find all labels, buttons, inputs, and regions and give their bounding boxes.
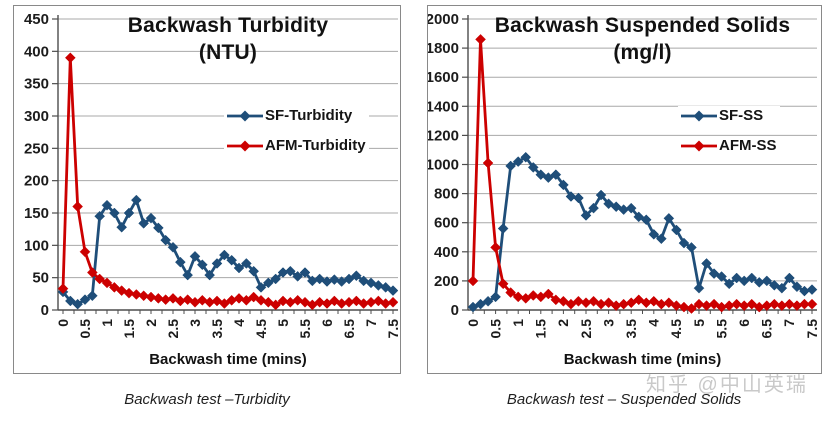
legend-item: SF-Turbidity bbox=[224, 106, 369, 125]
x-tick-label: 7 bbox=[363, 319, 379, 327]
turbidity-legend: SF-Turbidity AFM-Turbidity bbox=[224, 106, 369, 155]
data-point-markers bbox=[57, 194, 398, 310]
y-tick-label: 2000 bbox=[428, 11, 459, 28]
caption-suspended-solids: Backwash test – Suspended Solids bbox=[506, 391, 742, 408]
y-tick-label: 450 bbox=[24, 11, 49, 28]
series-line bbox=[471, 38, 812, 310]
x-tick-label: 6 bbox=[319, 319, 335, 327]
turbidity-title-line2: (NTU) bbox=[198, 41, 258, 64]
y-tick-label: 1600 bbox=[428, 69, 459, 86]
x-tick-label: 7 bbox=[781, 319, 797, 327]
x-tick-label: 0 bbox=[55, 319, 71, 327]
x-tick-label: 0.5 bbox=[487, 319, 503, 339]
y-tick-label: 1000 bbox=[428, 157, 459, 174]
x-tick-label: 3.5 bbox=[623, 319, 639, 339]
x-tick-label: 5.5 bbox=[713, 319, 729, 339]
x-tick-label: 4 bbox=[231, 319, 247, 327]
y-tick-label: 350 bbox=[24, 76, 49, 93]
caption-turbidity: Backwash test –Turbidity bbox=[124, 391, 290, 408]
turbidity-title-line1: Backwash Turbidity bbox=[127, 14, 329, 37]
legend-marker-icon bbox=[227, 140, 263, 151]
x-tick-label: 4 bbox=[646, 319, 662, 327]
x-tick-label: 0.5 bbox=[77, 319, 93, 339]
y-tick-label: 200 bbox=[24, 173, 49, 190]
y-tick-label: 100 bbox=[24, 237, 49, 254]
x-tick-label: 0 bbox=[465, 319, 481, 327]
suspended-solids-title-line1: Backwash Suspended Solids bbox=[494, 14, 791, 37]
suspended-solids-title-line2: (mg/l) bbox=[613, 41, 672, 64]
y-tick-label: 50 bbox=[32, 270, 49, 287]
y-tick-label: 400 bbox=[434, 244, 459, 261]
legend-marker-icon bbox=[681, 140, 717, 151]
suspended-solids-legend: SF-SS AFM-SS bbox=[678, 106, 780, 155]
x-tick-label: 6.5 bbox=[759, 319, 775, 339]
y-tick-label: 1400 bbox=[428, 98, 459, 115]
turbidity-chart: 0 50 100 150 200 250 300 350 400 450 0 0.5 1 1.5 2 2.5 3… bbox=[13, 5, 401, 374]
x-axis-title: Backwash time (mins) bbox=[149, 351, 307, 368]
legend-label: AFM-SS bbox=[719, 137, 777, 154]
legend-label: SF-Turbidity bbox=[265, 107, 353, 124]
y-tick-label: 250 bbox=[24, 140, 49, 157]
x-tick-label: 1 bbox=[99, 319, 115, 327]
legend-marker-icon bbox=[681, 110, 717, 121]
x-axis-title: Backwash time (mins) bbox=[564, 351, 722, 368]
x-tick-label: 6 bbox=[736, 319, 752, 327]
x-tick-label: 1.5 bbox=[533, 319, 549, 339]
legend-diamond bbox=[693, 110, 705, 121]
x-tick-label: 6.5 bbox=[341, 319, 357, 339]
x-tick-label: 3.5 bbox=[209, 319, 225, 339]
y-tick-label: 1200 bbox=[428, 127, 459, 144]
y-tick-label: 800 bbox=[434, 186, 459, 203]
y-tick-label: 200 bbox=[434, 273, 459, 290]
x-tick-label: 2.5 bbox=[578, 319, 594, 339]
x-tick-label: 4.5 bbox=[668, 319, 684, 339]
x-tick-label: 4.5 bbox=[253, 319, 269, 339]
data-point-markers bbox=[467, 151, 818, 313]
y-tick-label: 0 bbox=[41, 302, 49, 319]
legend-diamond bbox=[239, 140, 251, 151]
x-tick-label: 1 bbox=[510, 319, 526, 327]
y-tick-label: 0 bbox=[451, 302, 459, 319]
suspended-solids-plot-area: 0 200 400 600 800 1000 1200 1400 1600 1800 2000 0 0.… bbox=[428, 11, 819, 368]
y-tick-label: 1800 bbox=[428, 40, 459, 57]
y-tick-label: 400 bbox=[24, 43, 49, 60]
x-tick-label: 2 bbox=[143, 319, 159, 327]
data-point-markers bbox=[467, 34, 818, 314]
y-tick-label: 600 bbox=[434, 215, 459, 232]
x-tick-label: 5.5 bbox=[297, 319, 313, 339]
legend-diamond bbox=[693, 140, 705, 151]
legend-item: AFM-SS bbox=[678, 136, 780, 155]
y-tick-label: 150 bbox=[24, 205, 49, 222]
turbidity-plot-area: 0 50 100 150 200 250 300 350 400 450 0 0.5 1 1.5 2 2.5 3… bbox=[24, 11, 398, 368]
suspended-solids-chart-title: Backwash Suspended Solids (mg/l) bbox=[468, 12, 817, 66]
x-tick-label: 2 bbox=[555, 319, 571, 327]
x-tick-label: 7.5 bbox=[385, 319, 398, 339]
watermark: 知乎 @中山英瑞 bbox=[646, 374, 808, 396]
x-tick-label: 5 bbox=[691, 319, 707, 327]
x-tick-label: 2.5 bbox=[165, 319, 181, 339]
suspended-solids-chart: 0 200 400 600 800 1000 1200 1400 1600 1800 2000 0 0.… bbox=[427, 5, 822, 374]
series-line bbox=[61, 56, 394, 307]
legend-item: SF-SS bbox=[678, 106, 780, 125]
legend-diamond bbox=[239, 110, 251, 121]
x-tick-label: 3 bbox=[187, 319, 203, 327]
legend-item: AFM-Turbidity bbox=[224, 136, 369, 155]
legend-label: SF-SS bbox=[719, 107, 764, 124]
x-tick-label: 5 bbox=[275, 319, 291, 327]
data-point-markers bbox=[57, 52, 398, 311]
x-tick-label: 7.5 bbox=[804, 319, 819, 339]
y-tick-label: 300 bbox=[24, 108, 49, 125]
x-tick-label: 3 bbox=[600, 319, 616, 327]
legend-marker-icon bbox=[227, 110, 263, 121]
legend-label: AFM-Turbidity bbox=[265, 137, 366, 154]
turbidity-chart-title: Backwash Turbidity (NTU) bbox=[58, 12, 398, 66]
x-tick-label: 1.5 bbox=[121, 319, 137, 339]
